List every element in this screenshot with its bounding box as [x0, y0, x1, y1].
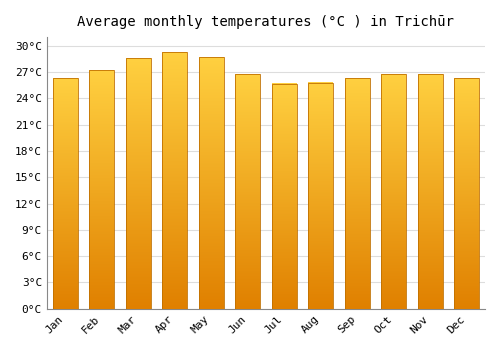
Title: Average monthly temperatures (°C ) in Trichūr: Average monthly temperatures (°C ) in Tr…: [78, 15, 454, 29]
